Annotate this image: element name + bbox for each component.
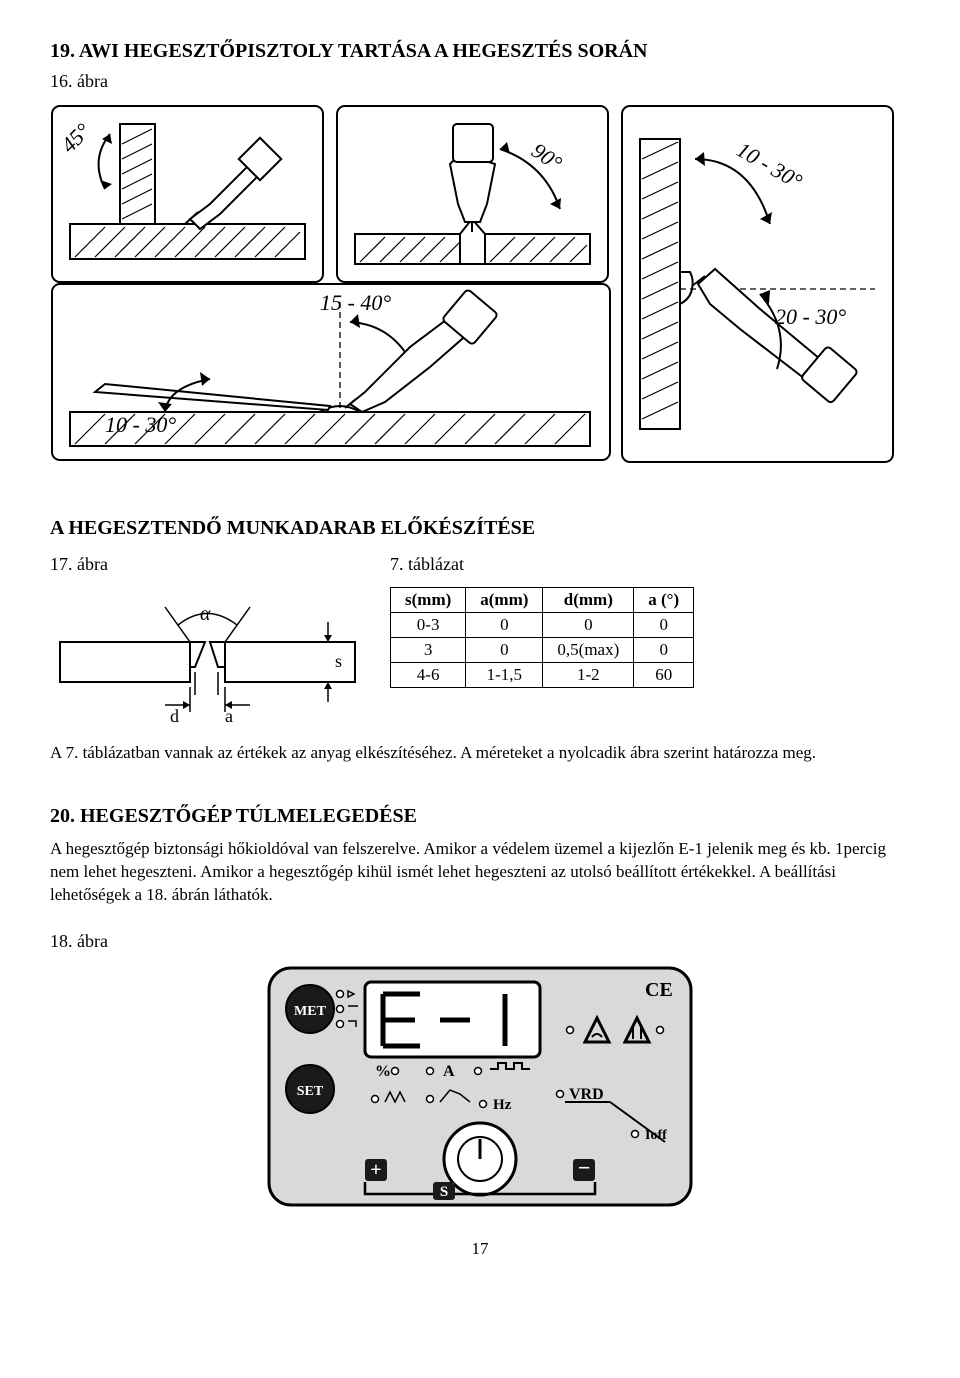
alpha-label: α [200,603,211,625]
indicator-led [337,1020,344,1027]
indicator-led [567,1026,574,1033]
table-header-row: s(mm) a(mm) d(mm) a (°) [391,588,694,613]
workpiece-heading: A HEGESZTENDŐ MUNKADARAB ELŐKÉSZÍTÉSE [50,517,910,540]
ce-mark: CE [645,979,673,1001]
prep-table: s(mm) a(mm) d(mm) a (°) 0-3 0 0 0 3 0 0,… [390,587,694,688]
th-s: s(mm) [391,588,466,613]
diagram-90deg: 90° [335,104,610,284]
indicator-led [475,1067,482,1074]
vrd-label: VRD [569,1086,604,1103]
angle-label-15-40: 15 - 40° [320,290,391,315]
table-row: 0-3 0 0 0 [391,613,694,638]
angle-label-20-30: 20 - 30° [775,304,846,329]
indicator-led [392,1067,399,1074]
table-row: 4-6 1-1,5 1-2 60 [391,663,694,688]
diagram-fillet: 10 - 30° 20 - 30° [620,104,895,464]
indicator-led [657,1026,664,1033]
th-a: a(mm) [466,588,543,613]
indicator-led [337,990,344,997]
pct-label: % [375,1063,391,1080]
indicator-led [427,1067,434,1074]
table-row: 3 0 0,5(max) 0 [391,638,694,663]
fig16-label: 16. ábra [50,71,910,92]
indicator-led [372,1095,379,1102]
th-d: d(mm) [543,588,634,613]
workpiece-note: A 7. táblázatban vannak az értékek az an… [50,742,910,765]
indicator-led [557,1090,564,1097]
indicator-led [632,1130,639,1137]
plus-label: + [370,1159,381,1181]
diagram-row-2: 10 - 30° 15 - 40° [50,282,612,467]
diagram-45deg: 45° [50,104,325,284]
th-adeg: a (°) [634,588,694,613]
s-label: s [335,651,342,671]
angle-label-10-30: 10 - 30° [733,137,807,194]
angle-label-45: 45° [56,118,96,158]
met-label: MET [294,1004,327,1019]
indicator-led [427,1095,434,1102]
amp-label: A [443,1063,455,1080]
diagram-weld-prep: α d a s [50,587,360,727]
indicator-led [337,1005,344,1012]
d-label: d [170,706,179,726]
section-20-heading: 20. HEGESZTŐGÉP TÚLMELEGEDÉSE [50,805,910,828]
a-label: a [225,706,233,726]
set-label: SET [297,1084,324,1099]
minus-label: − [578,1155,591,1180]
angle-label-90: 90° [527,138,567,176]
fig17-label: 17. ábra [50,554,360,575]
page-number: 17 [50,1239,910,1259]
section-19-heading: 19. AWI HEGESZTŐPISZTOLY TARTÁSA A HEGES… [50,40,910,63]
indicator-led [480,1100,487,1107]
angle-label-10-30b: 10 - 30° [105,412,176,437]
fig18-label: 18. ábra [50,931,910,952]
table7-label: 7. táblázat [390,554,694,575]
section-20-body: A hegesztőgép biztonsági hőkioldóval van… [50,838,910,907]
hz-label: Hz [493,1097,512,1113]
diagram-travel-angle: 10 - 30° 15 - 40° [50,282,612,462]
control-panel: MET SET % A Hz [265,964,695,1209]
s-label-panel: S [440,1184,448,1200]
